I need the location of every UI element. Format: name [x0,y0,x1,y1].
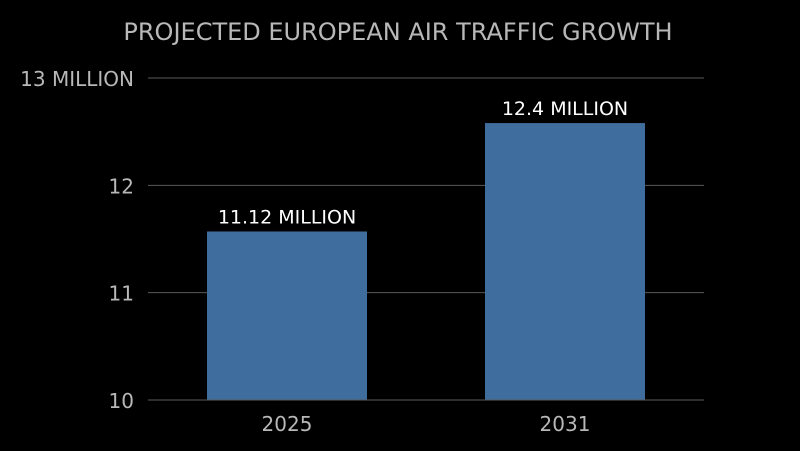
bar-2025 [207,231,367,400]
y-tick-label: 12 [109,174,134,198]
bar-2031 [485,123,645,400]
data-label-2025: 11.12 MILLION [218,206,356,228]
y-tick-label: 11 [109,282,134,306]
chart-title: PROJECTED EUROPEAN AIR TRAFFIC GROWTH [123,18,672,46]
y-tick-label: 10 [109,389,134,413]
bars [207,123,645,400]
x-tick-label-2025: 2025 [262,412,313,436]
data-label-2031: 12.4 MILLION [502,98,628,120]
x-axis-tick-labels: 2025 2031 [262,412,591,436]
y-tick-label: 13 MILLION [20,67,134,91]
y-axis-tick-labels: 10 11 12 13 MILLION [20,67,134,413]
data-labels: 11.12 MILLION 12.4 MILLION [218,98,628,228]
x-tick-label-2031: 2031 [540,412,591,436]
